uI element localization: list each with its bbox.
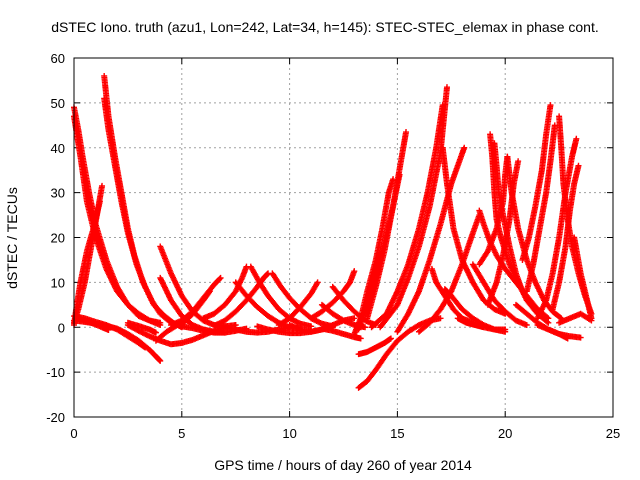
data-point bbox=[588, 317, 595, 324]
x-tick-label: 10 bbox=[282, 426, 296, 441]
data-point bbox=[351, 268, 358, 275]
plot-frame bbox=[73, 57, 614, 418]
data-point bbox=[443, 84, 450, 91]
data-point bbox=[461, 144, 468, 151]
data-point bbox=[502, 326, 509, 333]
data-point bbox=[387, 335, 394, 342]
data-point bbox=[99, 182, 106, 189]
y-axis-label: dSTEC / TECUs bbox=[4, 187, 20, 289]
data-point bbox=[403, 129, 410, 136]
y-tick-label: 0 bbox=[58, 320, 65, 335]
y-tick-label: 10 bbox=[51, 275, 65, 290]
data-point bbox=[314, 279, 321, 286]
y-tick-label: 40 bbox=[51, 141, 65, 156]
x-tick-label: 5 bbox=[178, 426, 185, 441]
y-tick-label: -20 bbox=[46, 410, 65, 425]
data-point bbox=[157, 322, 164, 329]
data-point bbox=[547, 102, 554, 109]
y-tick-label: -10 bbox=[46, 365, 65, 380]
x-axis-label: GPS time / hours of day 260 of year 2014 bbox=[214, 457, 472, 473]
data-point bbox=[545, 315, 552, 322]
y-tick-label: 30 bbox=[51, 186, 65, 201]
data-point bbox=[362, 324, 369, 331]
axis-ticks: 0 5 10 15 20 25 -20 -10 0 10 20 30 40 50 60 bbox=[46, 51, 620, 441]
x-tick-label: 25 bbox=[606, 426, 620, 441]
data-point bbox=[308, 323, 315, 330]
data-point bbox=[216, 275, 223, 282]
data-point bbox=[157, 357, 164, 364]
data-point bbox=[515, 158, 522, 165]
data-point bbox=[142, 344, 149, 351]
y-tick-label: 60 bbox=[51, 51, 65, 66]
data-point bbox=[577, 334, 584, 341]
data-point bbox=[357, 335, 364, 342]
data-point bbox=[573, 135, 580, 142]
grid bbox=[74, 58, 613, 417]
data-point bbox=[523, 322, 530, 329]
data-point bbox=[437, 315, 444, 322]
data-point bbox=[217, 274, 224, 281]
y-tick-label: 50 bbox=[51, 96, 65, 111]
data-point bbox=[544, 314, 551, 321]
data-point bbox=[564, 335, 571, 342]
data-points bbox=[71, 72, 595, 391]
x-tick-label: 15 bbox=[390, 426, 404, 441]
data-point bbox=[351, 315, 358, 322]
data-point bbox=[575, 162, 582, 169]
chart-title: dSTEC Iono. truth (azu1, Lon=242, Lat=34… bbox=[51, 19, 598, 35]
y-tick-label: 20 bbox=[51, 231, 65, 246]
data-point bbox=[96, 198, 103, 205]
x-tick-label: 0 bbox=[70, 426, 77, 441]
data-point bbox=[105, 326, 112, 333]
x-tick-label: 20 bbox=[498, 426, 512, 441]
data-point bbox=[152, 329, 159, 336]
